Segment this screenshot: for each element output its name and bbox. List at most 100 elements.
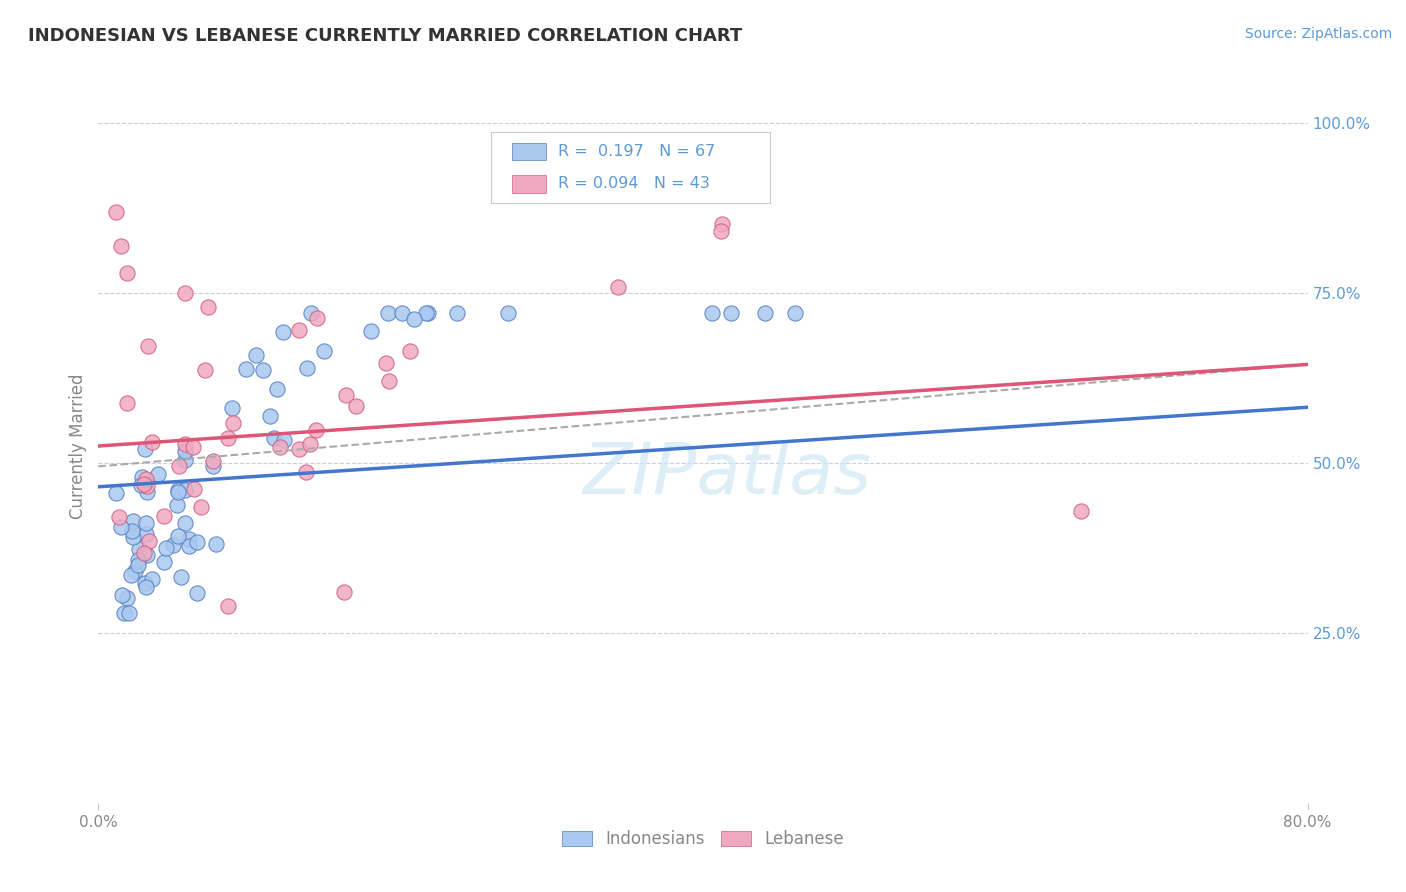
Point (166, 499, 188, 513)
Point (170, 570, 193, 584)
Point (299, 437, 322, 451)
Point (1070, 503, 1092, 517)
Point (252, 363, 274, 377)
Point (174, 516, 197, 531)
Text: Source: ZipAtlas.com: Source: ZipAtlas.com (1244, 27, 1392, 41)
Point (146, 467, 169, 482)
Point (167, 459, 190, 474)
Point (783, 306, 806, 320)
FancyBboxPatch shape (512, 143, 546, 161)
Text: INDONESIAN VS LEBANESE CURRENTLY MARRIED CORRELATION CHART: INDONESIAN VS LEBANESE CURRENTLY MARRIED… (28, 27, 742, 45)
Point (135, 516, 157, 530)
Point (132, 546, 155, 560)
Point (217, 431, 239, 445)
Point (259, 409, 281, 424)
Point (129, 477, 152, 491)
Point (304, 423, 326, 437)
Point (194, 363, 217, 377)
Point (190, 500, 212, 514)
Point (702, 306, 724, 320)
Point (186, 534, 208, 549)
Point (391, 306, 413, 320)
Y-axis label: Currently Married: Currently Married (69, 373, 87, 519)
Point (174, 286, 197, 301)
Point (174, 437, 197, 451)
Point (127, 558, 149, 572)
Point (271, 326, 294, 340)
Point (402, 311, 425, 326)
Point (288, 442, 311, 457)
Point (135, 473, 157, 487)
Point (167, 483, 190, 497)
Point (135, 527, 157, 541)
Point (104, 204, 127, 219)
Point (118, 606, 141, 620)
Point (332, 585, 354, 599)
Point (121, 514, 143, 528)
Point (374, 356, 396, 370)
Point (155, 541, 177, 555)
Point (295, 360, 318, 375)
Point (222, 416, 245, 430)
Point (153, 509, 176, 524)
Point (709, 224, 731, 238)
Point (287, 323, 309, 337)
Point (138, 534, 160, 549)
Point (217, 599, 239, 613)
Point (173, 443, 195, 458)
Point (128, 541, 150, 556)
Point (136, 549, 159, 563)
Point (131, 469, 153, 483)
Point (273, 433, 295, 447)
Point (299, 306, 322, 320)
Point (136, 339, 159, 353)
Point (127, 553, 149, 567)
Point (312, 343, 335, 358)
Point (181, 440, 204, 454)
Text: R = 0.094   N = 43: R = 0.094 N = 43 (558, 177, 710, 191)
Point (110, 238, 132, 252)
Point (344, 399, 367, 413)
FancyBboxPatch shape (512, 175, 546, 193)
Point (153, 555, 176, 569)
Text: ZIPatlas: ZIPatlas (582, 440, 872, 509)
Point (117, 266, 139, 280)
Point (115, 396, 138, 410)
Point (335, 388, 357, 402)
Text: R =  0.197   N = 67: R = 0.197 N = 67 (558, 145, 716, 159)
Point (122, 530, 145, 544)
Point (221, 401, 243, 416)
Point (269, 440, 291, 454)
Point (201, 454, 224, 468)
Point (136, 479, 159, 493)
Point (201, 458, 224, 473)
Point (710, 217, 733, 231)
Point (378, 374, 401, 388)
Point (111, 588, 134, 602)
Point (121, 524, 143, 538)
FancyBboxPatch shape (492, 132, 769, 203)
Point (183, 482, 205, 496)
Point (399, 344, 422, 359)
Point (166, 484, 188, 499)
Point (415, 306, 437, 320)
Point (120, 568, 142, 582)
Point (167, 529, 190, 543)
Point (263, 431, 285, 445)
Point (177, 532, 200, 546)
Point (141, 572, 163, 586)
Point (115, 591, 138, 606)
Point (416, 306, 439, 320)
Point (446, 306, 468, 320)
Point (174, 483, 197, 497)
Point (105, 486, 128, 500)
Point (132, 476, 155, 491)
Point (245, 348, 267, 362)
Point (307, 310, 329, 325)
Point (112, 606, 135, 620)
Point (266, 383, 288, 397)
Point (135, 580, 157, 594)
Point (360, 324, 382, 338)
Point (235, 362, 257, 376)
Point (606, 280, 628, 294)
